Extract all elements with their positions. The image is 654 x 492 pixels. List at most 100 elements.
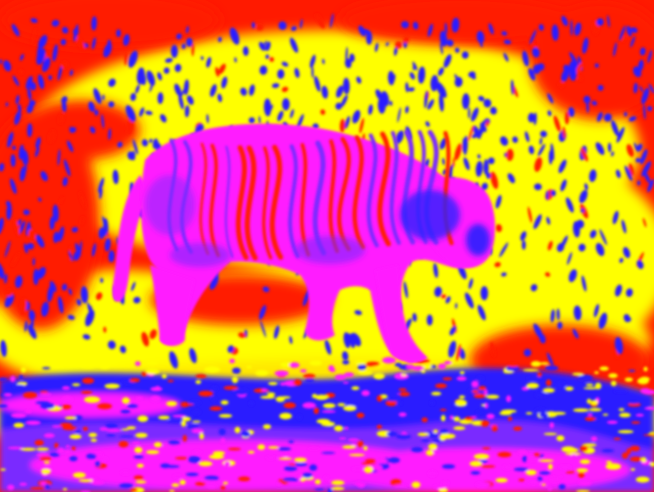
ground-speckle [296, 475, 303, 480]
ground-speckle [644, 406, 654, 410]
ground-speckle [127, 404, 138, 408]
foliage-speckle [183, 79, 189, 96]
ground-speckle [580, 445, 588, 452]
foliage-speckle [603, 113, 612, 122]
ground-speckle [537, 372, 542, 378]
ground-speckle [542, 388, 555, 393]
foliage-speckle [359, 117, 365, 134]
foliage-speckle [454, 47, 460, 53]
foliage-speckle [52, 44, 58, 62]
ground-speckle [388, 457, 400, 464]
ground-speckle [327, 488, 333, 492]
ground-speckle [556, 435, 565, 442]
foliage-speckle [273, 325, 280, 339]
ground-speckle [428, 443, 438, 450]
foliage-speckle [562, 126, 566, 139]
ground-speckle [198, 390, 214, 397]
ground-speckle [280, 382, 286, 386]
foliage-speckle [73, 24, 79, 42]
ground-speckle [82, 426, 88, 431]
ground-speckle [246, 365, 252, 369]
foliage-speckle [209, 274, 219, 290]
ground-speckle [539, 362, 550, 365]
foliage-speckle [7, 131, 14, 148]
foliage-speckle [149, 329, 157, 340]
ground-speckle [398, 412, 407, 417]
foliage-speckle [149, 138, 153, 143]
ground-speckle [161, 373, 167, 379]
foliage-speckle [565, 197, 574, 213]
ground-speckle [539, 459, 554, 463]
foliage-speckle [49, 281, 57, 292]
ground-speckle [455, 399, 467, 407]
foliage-speckle [520, 231, 527, 241]
ground-speckle [572, 372, 584, 376]
foliage-speckle [581, 275, 587, 292]
foliage-speckle [635, 157, 641, 163]
ground-speckle [351, 467, 364, 471]
foliage-speckle [647, 179, 654, 193]
foliage-speckle [141, 139, 148, 147]
foliage-speckle [580, 147, 588, 162]
foliage-speckle [268, 104, 274, 113]
ground-speckle [459, 395, 465, 399]
foliage-speckle [40, 171, 48, 182]
foliage-speckle [12, 75, 20, 87]
foliage-speckle [368, 104, 373, 115]
foliage-speckle [336, 85, 344, 98]
foliage-speckle [445, 296, 451, 304]
foliage-speckle [494, 262, 501, 268]
foliage-speckle [539, 137, 543, 145]
foliage-speckle [597, 84, 604, 91]
foliage-speckle [501, 272, 507, 277]
foliage-speckle [512, 136, 518, 143]
foliage-speckle [503, 52, 509, 62]
ground-speckle [261, 388, 268, 392]
ground-speckle [351, 386, 360, 391]
foliage-speckle [595, 142, 605, 155]
foliage-speckle [625, 288, 633, 297]
ground-speckle [135, 361, 141, 367]
ground-speckle [39, 393, 52, 397]
foliage-speckle [248, 117, 255, 124]
foliage-speckle [89, 126, 96, 134]
foliage-speckle [395, 130, 404, 144]
ground-speckle [549, 476, 560, 483]
ground-speckle [483, 389, 488, 396]
foliage-speckle [299, 18, 303, 29]
foliage-speckle [57, 149, 61, 166]
foliage-speckle [630, 27, 638, 33]
tiger-stripe [262, 146, 273, 260]
ground-speckle [316, 418, 331, 424]
ground-speckle [506, 395, 512, 403]
foliage-speckle [25, 75, 33, 90]
foliage-speckle [500, 136, 509, 146]
foliage-speckle [238, 332, 246, 338]
foliage-speckle [612, 210, 619, 225]
foliage-speckle [37, 74, 45, 90]
foliage-speckle [389, 100, 393, 106]
tiger-stripe [389, 130, 401, 245]
foliage-speckle [403, 281, 408, 299]
foliage-speckle [209, 84, 217, 97]
foliage-speckle [443, 54, 452, 68]
foliage-speckle [108, 101, 115, 108]
ground-speckle [120, 409, 131, 414]
foliage-speckle [351, 332, 362, 347]
foliage-speckle [14, 110, 21, 125]
foliage-speckle [621, 219, 627, 234]
foliage-speckle [60, 39, 67, 46]
ground-speckle [401, 373, 407, 376]
ground-speckle [363, 466, 373, 474]
ground-speckle [582, 443, 597, 447]
ground-speckle [441, 464, 456, 469]
foliage-speckle [124, 51, 128, 66]
foliage-speckle [294, 67, 300, 78]
ground-speckle [167, 420, 183, 423]
foliage-speckle [116, 29, 121, 38]
foliage-speckle [479, 42, 483, 47]
ground-speckle [556, 381, 567, 388]
ground-speckle [565, 471, 575, 474]
ground-speckle [247, 450, 255, 454]
foliage-speckle [408, 87, 415, 92]
